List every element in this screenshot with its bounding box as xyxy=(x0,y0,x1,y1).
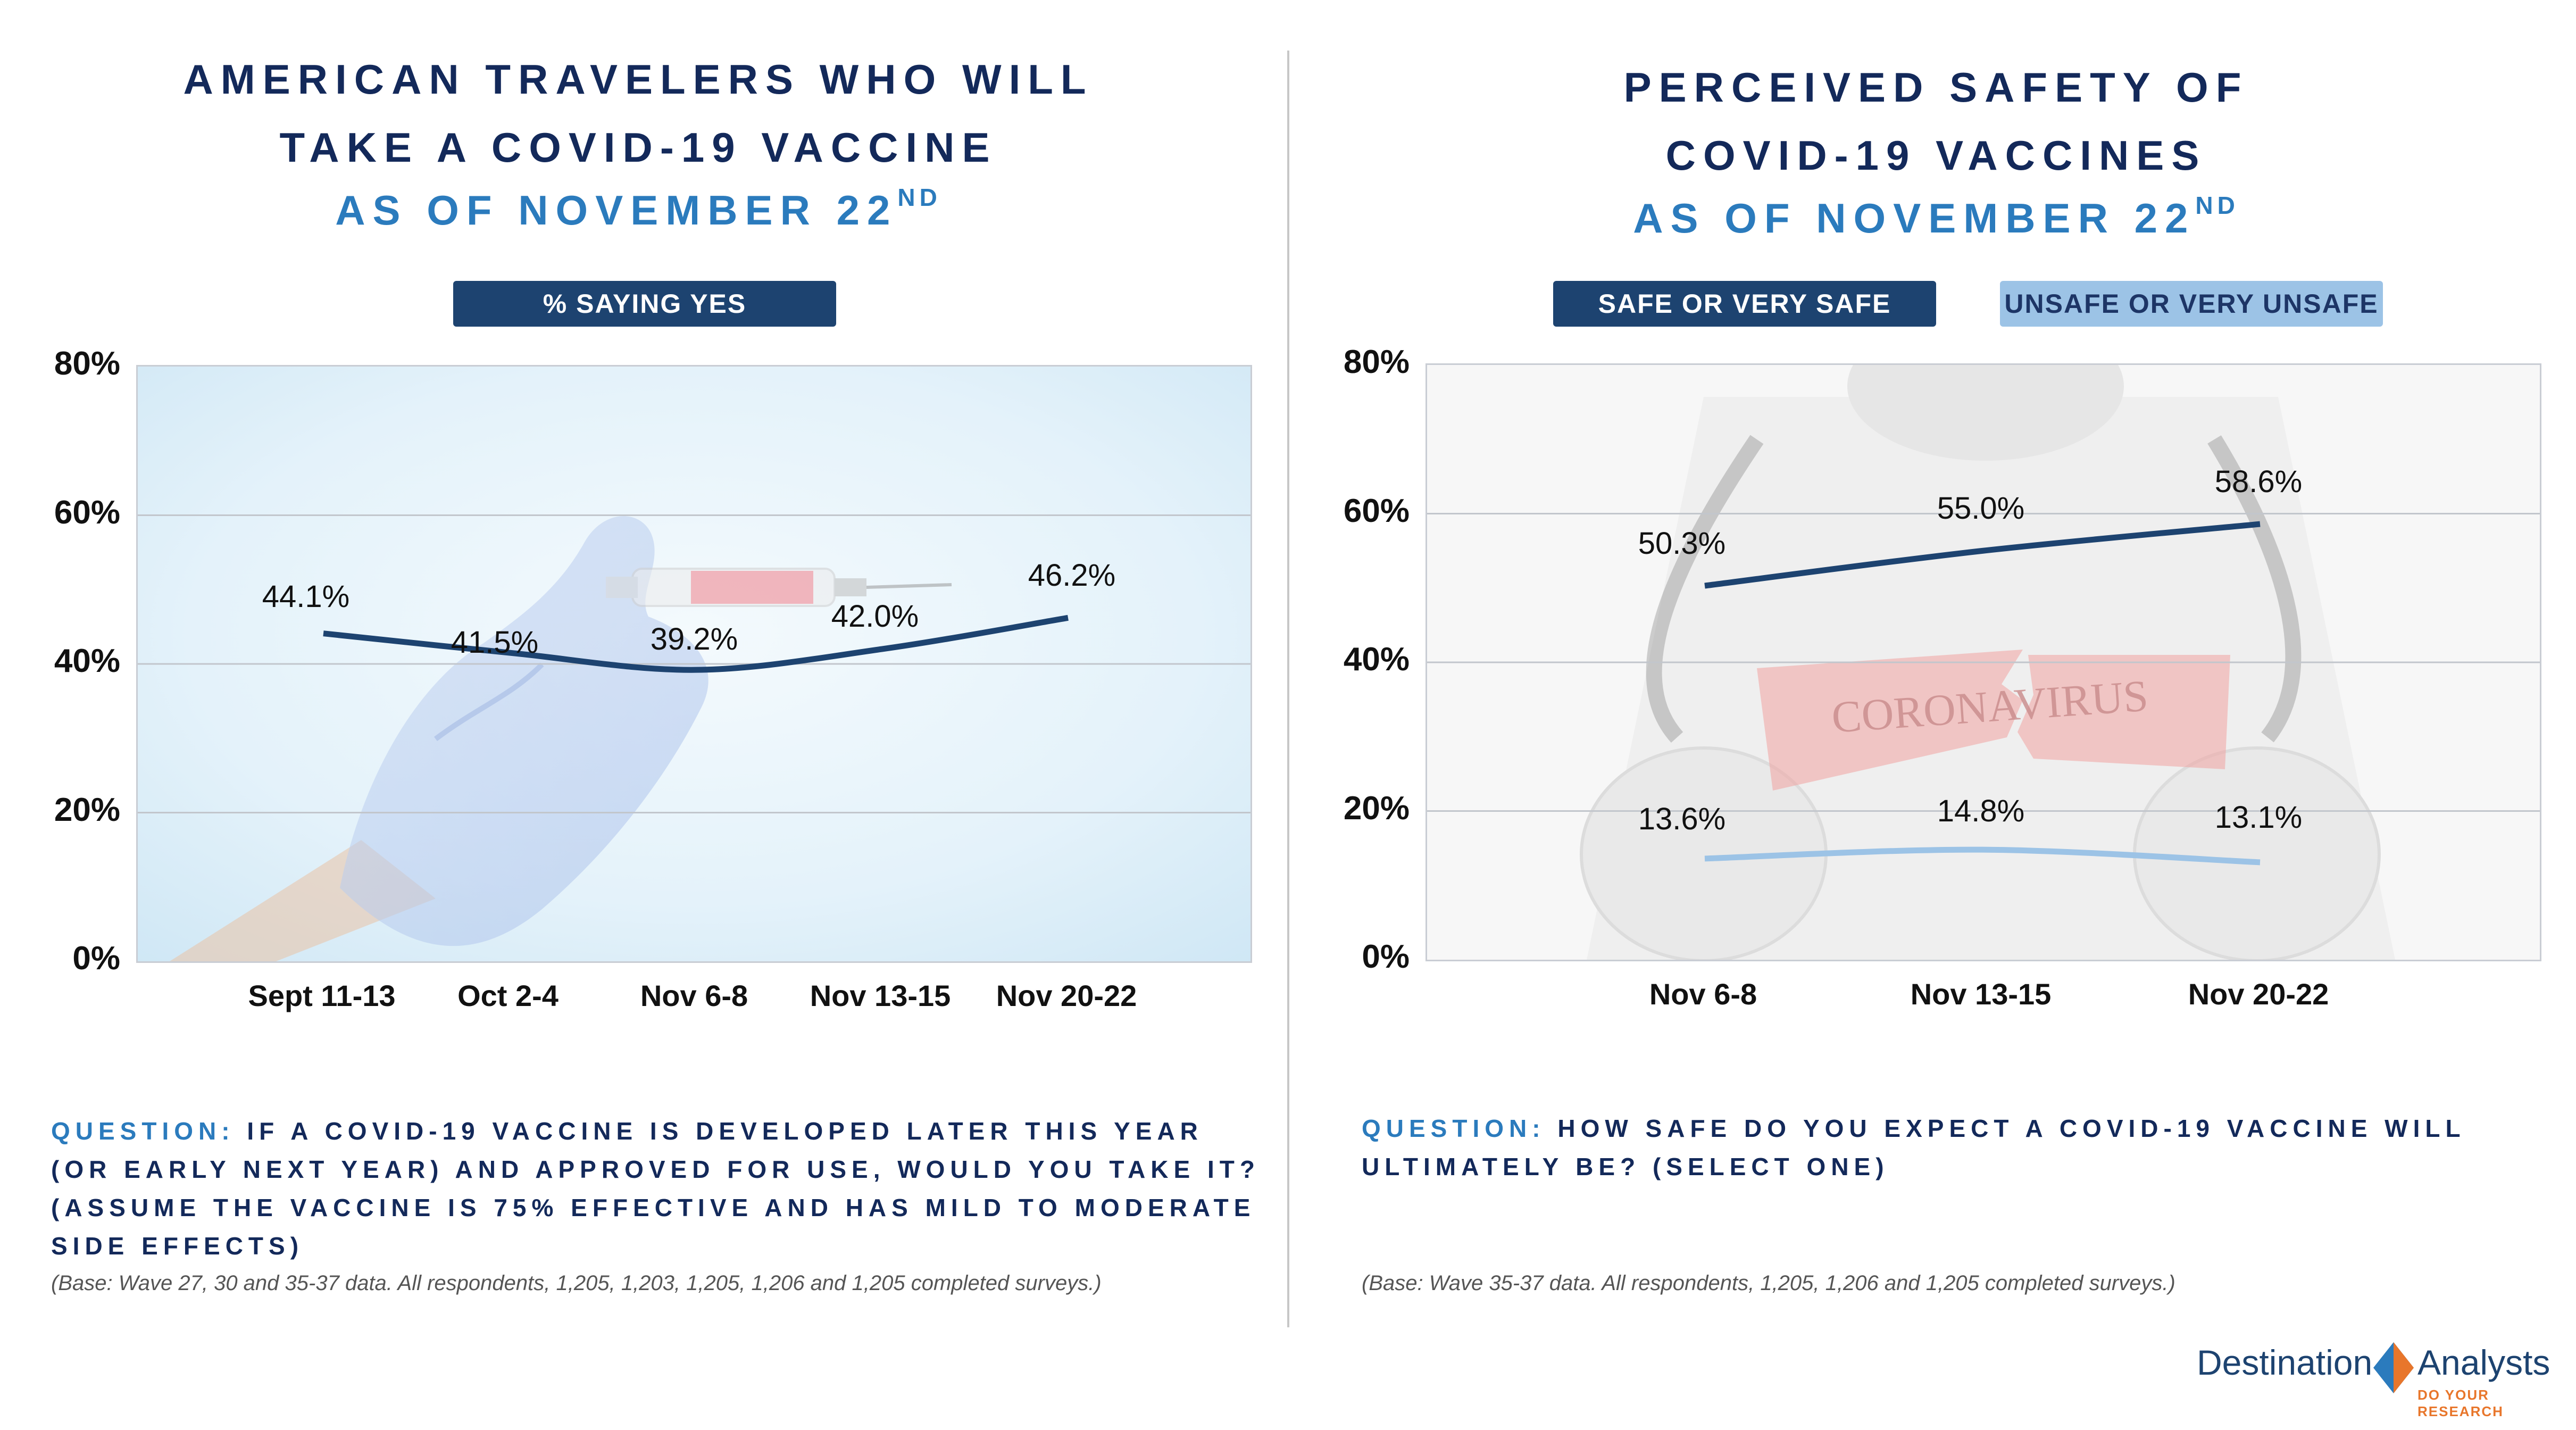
glove-shape xyxy=(340,516,708,946)
right-plot-area: CORONAVIRUS xyxy=(1425,363,2541,961)
data-label: 55.0% xyxy=(1937,491,2025,526)
right-title-line-2: COVID-19 VACCINES xyxy=(1665,132,2207,179)
x-tick-label: Nov 6-8 xyxy=(1649,977,1757,1011)
data-label: 58.6% xyxy=(2214,464,2303,500)
series-line-1 xyxy=(1704,521,2261,589)
left-legend-yes: % SAYING YES xyxy=(453,281,836,327)
right-legend-unsafe-label: UNSAFE OR VERY UNSAFE xyxy=(2004,289,2379,319)
right-title-line-1: PERCEIVED SAFETY OF xyxy=(1623,64,2249,111)
x-tick-label: Nov 20-22 xyxy=(996,979,1137,1012)
left-question-text: IF A COVID-19 VACCINE IS DEVELOPED LATER… xyxy=(51,1117,1260,1260)
left-plot-area xyxy=(136,365,1252,963)
data-label: 41.5% xyxy=(451,625,539,660)
y-tick-label: 60% xyxy=(1343,492,1410,529)
x-tick-label: Sept 11-13 xyxy=(248,979,396,1012)
y-tick-label: 0% xyxy=(1362,938,1410,975)
x-tick-label: Oct 2-4 xyxy=(457,979,558,1012)
logo-name-part2: Analysts xyxy=(2417,1343,2550,1382)
right-question-prefix: QUESTION: xyxy=(1362,1115,1546,1142)
x-tick-label: Nov 6-8 xyxy=(640,979,748,1012)
y-tick-label: 80% xyxy=(54,345,120,382)
y-tick-label: 20% xyxy=(1343,789,1410,827)
right-subtitle-sup: ND xyxy=(2195,192,2239,219)
logo-name-part1: Destination xyxy=(2197,1343,2373,1382)
data-label: 44.1% xyxy=(262,579,350,614)
x-tick-label: Nov 20-22 xyxy=(2188,977,2329,1011)
right-subtitle-text: AS OF NOVEMBER 22 xyxy=(1633,195,2196,242)
x-tick-label: Nov 13-15 xyxy=(810,979,951,1012)
left-line-chart xyxy=(138,514,1251,813)
left-subtitle-text: AS OF NOVEMBER 22 xyxy=(335,187,898,234)
panel-divider xyxy=(1287,51,1289,1327)
y-tick-label: 80% xyxy=(1343,344,1410,380)
data-label: 42.0% xyxy=(831,599,919,634)
destination-analysts-logo: Destination Analysts DO YOUR RESEARCH xyxy=(2197,1338,2558,1419)
left-question: QUESTION: IF A COVID-19 VACCINE IS DEVEL… xyxy=(51,1112,1269,1265)
left-base-note: (Base: Wave 27, 30 and 35-37 data. All r… xyxy=(51,1271,1102,1295)
y-tick-label: 20% xyxy=(54,791,120,828)
left-subtitle-sup: ND xyxy=(897,184,941,211)
right-question: QUESTION: HOW SAFE DO YOU EXPECT A COVID… xyxy=(1362,1109,2468,1186)
right-line-chart xyxy=(1427,513,2540,866)
logo-tagline: DO YOUR RESEARCH xyxy=(2417,1387,2504,1419)
data-label: 46.2% xyxy=(1028,558,1116,593)
data-label: 13.1% xyxy=(2214,800,2303,835)
series-line-1 xyxy=(323,614,1069,673)
data-label: 13.6% xyxy=(1638,801,1726,836)
y-tick-label: 40% xyxy=(54,643,120,679)
right-legend-unsafe: UNSAFE OR VERY UNSAFE xyxy=(2000,281,2383,327)
syringe-shape xyxy=(606,568,952,607)
y-tick-label: 40% xyxy=(1343,641,1410,678)
data-label: 50.3% xyxy=(1638,526,1726,561)
x-tick-label: Nov 13-15 xyxy=(1910,977,2052,1011)
data-label: 39.2% xyxy=(650,622,738,657)
right-question-text: HOW SAFE DO YOU EXPECT A COVID-19 VACCIN… xyxy=(1362,1115,2465,1180)
data-label: 14.8% xyxy=(1937,794,2025,829)
y-tick-label: 0% xyxy=(72,940,120,977)
right-chart-title: PERCEIVED SAFETY OF COVID-19 VACCINES xyxy=(1404,53,2468,189)
left-legend-label: % SAYING YES xyxy=(543,289,747,319)
right-plot-background: CORONAVIRUS xyxy=(1427,365,2540,960)
logo-diamond-icon xyxy=(2373,1342,2414,1393)
right-base-note: (Base: Wave 35-37 data. All respondents,… xyxy=(1362,1271,2175,1295)
series-line-2 xyxy=(1704,846,2261,866)
left-chart-subtitle: AS OF NOVEMBER 22ND xyxy=(106,184,1170,235)
left-title-line-1: AMERICAN TRAVELERS WHO WILL xyxy=(183,56,1094,103)
left-question-prefix: QUESTION: xyxy=(51,1117,235,1145)
right-chart-subtitle: AS OF NOVEMBER 22ND xyxy=(1404,192,2468,243)
right-legend-safe-label: SAFE OR VERY SAFE xyxy=(1598,289,1891,319)
left-title-line-2: TAKE A COVID-19 VACCINE xyxy=(279,124,997,171)
y-tick-label: 60% xyxy=(54,494,120,531)
right-legend-safe: SAFE OR VERY SAFE xyxy=(1553,281,1936,327)
left-chart-title: AMERICAN TRAVELERS WHO WILL TAKE A COVID… xyxy=(106,45,1170,181)
